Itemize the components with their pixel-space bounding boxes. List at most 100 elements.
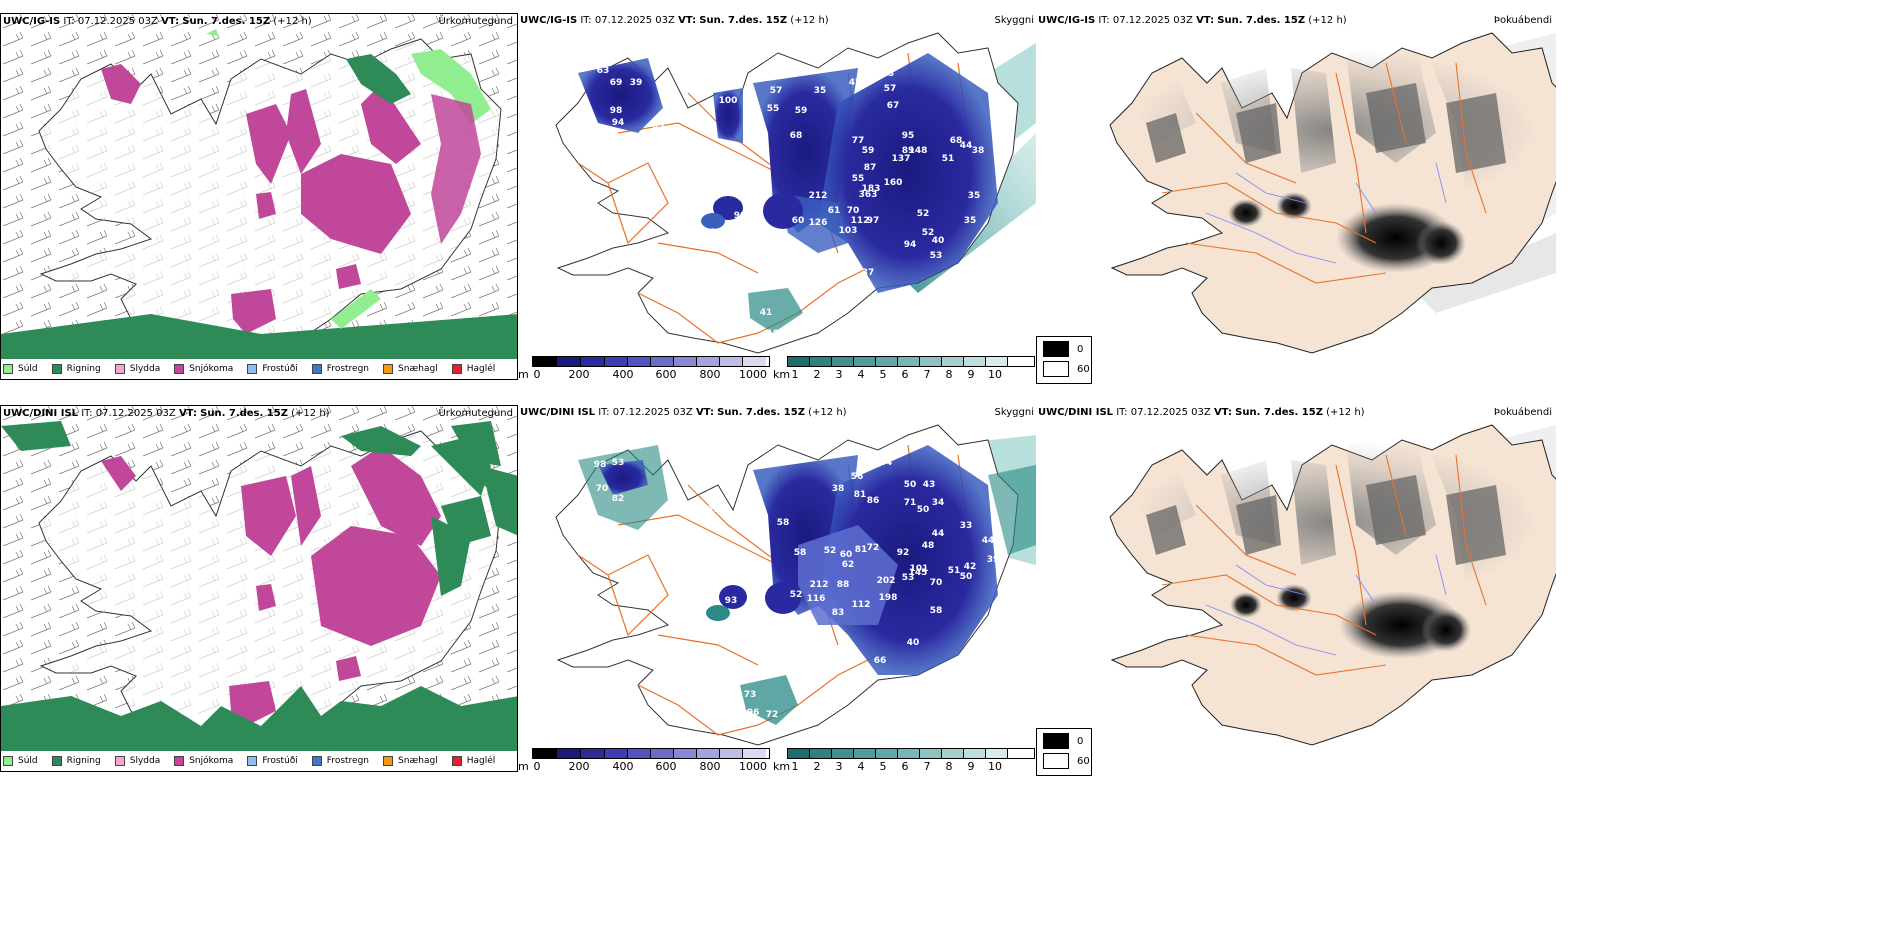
cloud-base-value: 67 (887, 101, 900, 111)
cloud-base-value: 59 (604, 550, 617, 560)
fog-legend-bottom: 0 60 (1036, 728, 1092, 776)
cloud-base-value: 98 (610, 106, 623, 116)
cloud-base-value: 42 (849, 78, 862, 88)
cloud-base-value: 38 (972, 146, 985, 156)
cloud-base-value: 70 (596, 484, 609, 494)
cloud-base-value: 50 (960, 572, 973, 582)
cloud-base-value: 188 (767, 329, 786, 339)
legend-item: Frostregn (311, 756, 369, 766)
cloud-base-value: 95 (902, 131, 915, 141)
cloud-base-value: 56 (851, 472, 864, 482)
cloud-base-value: 58 (777, 518, 790, 528)
cloud-base-value: 52 (917, 209, 930, 219)
cloud-base-value: 202 (877, 576, 896, 586)
cloud-base-value: 35 (964, 216, 977, 226)
cloud-base-value: 53 (882, 69, 895, 79)
precip-map-bottom (1, 406, 517, 751)
panel-header: UWC/DINI ISL IT: 07.12.2025 03Z VT: Sun.… (520, 407, 847, 418)
cloud-base-value: 70 (930, 578, 943, 588)
cloud-base-value: 70 (847, 206, 860, 216)
legend-item: Slydda (114, 756, 160, 766)
cloud-base-value: 38 (832, 484, 845, 494)
cloud-base-value: 71 (904, 498, 917, 508)
cloud-base-value: 116 (807, 594, 826, 604)
cloud-base-value: 40 (932, 236, 945, 246)
cloud-base-value: 94 (612, 118, 625, 128)
cloud-base-value: 57 (884, 84, 897, 94)
cloud-base-value: 98 (594, 460, 607, 470)
fog-panel-top: UWC/IG-IS IT: 07.12.2025 03Z VT: Sun. 7.… (1036, 13, 1556, 380)
cloud-base-value: 85 (652, 121, 665, 131)
precip-panel-top: UWC/IG-IS IT: 07.12.2025 03Z VT: Sun. 7.… (0, 13, 518, 380)
cloud-base-value: 64 (880, 458, 893, 468)
precip-panel-bottom: UWC/DINI ISL IT: 07.12.2025 03Z VT: Sun.… (0, 405, 518, 772)
cloud-base-value: 88 (837, 580, 850, 590)
legend-item: Súld (3, 364, 38, 374)
legend-item: Rigning (51, 364, 101, 374)
cloud-base-value: 37 (862, 268, 875, 278)
ceiling-unit: m (518, 760, 529, 772)
ceiling-colorbar: m 0 200 400 600 800 1000 (518, 356, 778, 380)
cloud-base-value: 112 (851, 216, 870, 226)
cloud-base-value: 112 (852, 600, 871, 610)
cloud-base-value: 62 (842, 560, 855, 570)
cloud-base-value: 44 (982, 536, 995, 546)
cloud-vis-panel-top: 63 69 39 60 98 94 85 66 70 100 57 55 59 68 35 42 53 57 67 9… (518, 13, 1036, 380)
cloud-base-value: 196 (741, 708, 760, 718)
legend-item: Haglél (451, 756, 495, 766)
cloud-base-value: 70 (632, 156, 645, 166)
cloud-vis-panel-bottom: 98 53 70 82 97 69 59 67 89 58 58 38 52 60 62 56 81 86 64 50… (518, 405, 1036, 772)
cloud-base-value: 145 (909, 568, 928, 578)
ceiling-colorbar: m 0 200 400 600 800 1000 (518, 748, 778, 772)
fog-panel-bottom: UWC/DINI ISL IT: 07.12.2025 03Z VT: Sun.… (1036, 405, 1556, 772)
cloud-base-value: 137 (892, 154, 911, 164)
cloud-base-value: 81 (854, 490, 867, 500)
cloud-base-value: 94 (904, 240, 917, 250)
cloud-base-value: 52 (790, 590, 803, 600)
fog-map-top (1109, 32, 1556, 354)
panel-title: Úrkomutegund (438, 16, 513, 27)
legend-item: Frostregn (311, 364, 369, 374)
cloud-base-value: 53 (930, 251, 943, 261)
cloud-base-value: 77 (852, 136, 865, 146)
cloud-base-value: 60 (664, 98, 677, 108)
cloud-base-value: 39 (630, 78, 643, 88)
panel-header: UWC/DINI ISL IT: 07.12.2025 03Z VT: Sun.… (1038, 407, 1365, 418)
cloud-base-value: 183 (862, 184, 881, 194)
cloud-base-value: 54 (710, 228, 723, 238)
cloud-base-value: 42 (964, 562, 977, 572)
visibility-colorbar: km 1 2 3 4 5 6 7 8 9 10 (773, 748, 1036, 772)
panel-title: Þokuábendi (1493, 15, 1552, 26)
cloud-base-value: 86 (867, 496, 880, 506)
legend-item: Slydda (114, 364, 160, 374)
cloud-base-value: 126 (809, 218, 828, 228)
cloud-base-value: 52 (922, 228, 935, 238)
vis-unit: km (773, 368, 791, 380)
cloud-base-value: 93 (725, 596, 738, 606)
cloud-base-value: 198 (879, 593, 898, 603)
legend-item: Snæhagl (383, 364, 438, 374)
cloud-base-value: 59 (862, 146, 875, 156)
cloud-base-value: 33 (960, 521, 973, 531)
cloud-base-value: 89 (902, 146, 915, 156)
cloud-base-value: 53 (612, 458, 625, 468)
cloud-base-value: 41 (760, 308, 773, 318)
cloud-base-value: 363 (859, 190, 878, 200)
cloud-base-value: 160 (884, 178, 903, 188)
ceiling-unit: m (518, 368, 529, 380)
cloud-base-value: 50 (904, 480, 917, 490)
legend-item: Frostúði (247, 364, 298, 374)
cloud-base-value: 67 (707, 505, 720, 515)
legend-item: Frostúði (247, 756, 298, 766)
cloud-base-value: 100 (719, 96, 738, 106)
cloud-base-value: 72 (867, 543, 880, 553)
cloud-base-value: 89 (748, 494, 761, 504)
cloud-base-value: 51 (942, 154, 955, 164)
panel-title: Úrkomutegund (438, 408, 513, 419)
cloud-base-value: 81 (855, 545, 868, 555)
precip-map-top (1, 14, 517, 359)
cloud-base-value: 60 (840, 550, 853, 560)
legend-item: Rigning (51, 756, 101, 766)
